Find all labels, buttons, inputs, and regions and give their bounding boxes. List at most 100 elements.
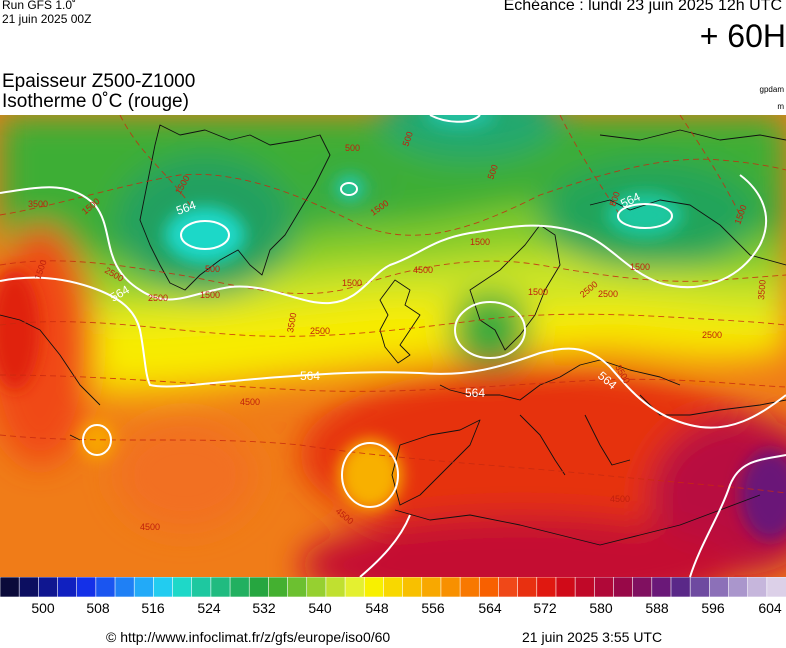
thickness-cores xyxy=(0,115,786,540)
unit-m: m xyxy=(777,102,784,111)
color-swatch xyxy=(747,577,768,597)
iso0-contour-label: 4500 xyxy=(140,522,160,532)
iso0-contour-label: 1500 xyxy=(630,262,650,272)
color-swatch xyxy=(191,577,212,597)
color-swatch xyxy=(306,577,327,597)
title-line-1: Epaisseur Z500-Z1000 xyxy=(2,71,196,92)
color-swatch xyxy=(133,577,154,597)
color-swatch xyxy=(670,577,691,597)
color-scale-tick-label: 516 xyxy=(141,600,165,616)
iso0-contour-label: 500 xyxy=(400,130,415,148)
isoline-564-ring xyxy=(341,442,399,508)
isoline-564 xyxy=(689,454,786,577)
lead-time: + 60H xyxy=(699,18,786,54)
color-scale-tick-label: 604 xyxy=(758,600,782,616)
color-swatch xyxy=(421,577,442,597)
color-swatch xyxy=(57,577,78,597)
thickness-contour-label: 564 xyxy=(300,369,320,383)
thickness-contour-label: 564 xyxy=(465,386,485,400)
color-swatch xyxy=(593,577,615,597)
color-swatch xyxy=(555,577,576,597)
iso0-contour-label: 4500 xyxy=(240,397,260,407)
color-swatch xyxy=(574,577,595,597)
title-line-2: Isotherme 0˚C (rouge) xyxy=(2,91,189,112)
color-swatch xyxy=(651,577,672,597)
color-scale-tick-label: 580 xyxy=(589,600,613,616)
color-swatch xyxy=(402,577,423,597)
isoline-564-ring xyxy=(82,424,112,456)
color-scale-tick-label: 596 xyxy=(701,600,725,616)
source-url[interactable]: © http://www.infoclimat.fr/z/gfs/europe/… xyxy=(106,629,391,645)
color-swatch xyxy=(440,577,461,597)
color-swatch xyxy=(517,577,538,597)
unit-gpdam: gpdam xyxy=(759,85,784,94)
color-scale-tick-label: 524 xyxy=(197,600,221,616)
echeance-label: Echéance : lundi 23 juin 2025 12h UTC xyxy=(503,0,782,14)
iso0-contour-label: 3500 xyxy=(285,312,298,333)
iso0-contour-label: 2500 xyxy=(310,326,330,336)
color-swatch xyxy=(38,577,59,597)
run-date: 21 juin 2025 00Z xyxy=(2,12,92,26)
color-swatch xyxy=(383,577,404,597)
color-swatch xyxy=(229,577,250,597)
isoline-564 xyxy=(0,174,768,305)
color-swatch xyxy=(536,577,557,597)
color-scale-tick-label: 532 xyxy=(252,600,276,616)
isoline-564-ring xyxy=(180,220,230,250)
iso0-contour-label: 500 xyxy=(345,143,360,153)
color-swatch xyxy=(363,577,385,597)
color-swatch xyxy=(498,577,519,597)
color-swatch xyxy=(18,577,39,597)
color-swatch xyxy=(344,577,365,597)
run-info: Run GFS 1.0˚ 21 juin 2025 00Z xyxy=(2,0,91,26)
color-scale-swatches xyxy=(0,577,786,597)
isoline-564-ring xyxy=(454,301,526,359)
color-swatch xyxy=(689,577,710,597)
color-swatch xyxy=(114,577,135,597)
iso0-contour-label: 1500 xyxy=(470,237,490,247)
color-scale-tick-label: 500 xyxy=(31,600,55,616)
iso0-contour-label: 2500 xyxy=(598,289,618,299)
iso0-contour-label: 3500 xyxy=(756,279,768,300)
iso0-contour-label: 500 xyxy=(205,264,220,274)
iso0-contour-label: 3500 xyxy=(28,199,48,209)
isoline-564-ring xyxy=(340,182,358,196)
thickness-contour-label: 564 xyxy=(174,198,198,218)
isoline-564 xyxy=(359,514,411,577)
run-label: Run GFS 1.0˚ xyxy=(2,0,77,12)
color-swatch xyxy=(210,577,231,597)
iso0-contour-label: 1500 xyxy=(200,290,220,300)
color-swatch xyxy=(0,577,20,597)
thickness-isolines xyxy=(0,115,786,577)
isoline-564 xyxy=(0,276,786,429)
color-swatch xyxy=(268,577,289,597)
coastlines xyxy=(0,124,786,546)
color-swatch xyxy=(287,577,308,597)
color-scale-tick-label: 572 xyxy=(533,600,557,616)
color-swatch xyxy=(76,577,97,597)
color-swatch xyxy=(325,577,346,597)
isoline-564-ring xyxy=(617,203,673,229)
color-swatch xyxy=(172,577,193,597)
iso0-contour-label: 2500 xyxy=(702,330,722,340)
color-swatch xyxy=(248,577,269,597)
color-swatch xyxy=(766,577,786,597)
color-swatch xyxy=(613,577,634,597)
thickness-map: 5645645645645645643500250015005001500250… xyxy=(0,115,786,577)
panel-title: Epaisseur Z500-Z1000 Isotherme 0˚C (roug… xyxy=(2,72,195,112)
color-swatch xyxy=(153,577,174,597)
color-scale-tick-label: 588 xyxy=(645,600,669,616)
color-swatch xyxy=(728,577,749,597)
color-scale-tick-label: 564 xyxy=(478,600,502,616)
iso0-contour-label: 1500 xyxy=(342,278,362,288)
iso0-contour-label: 1500 xyxy=(528,287,548,297)
iso0-isolines xyxy=(0,115,786,494)
color-scale xyxy=(0,577,786,597)
color-swatch xyxy=(709,577,730,597)
color-swatch xyxy=(459,577,480,597)
iso0-contour-label: 500 xyxy=(485,163,500,181)
color-scale-tick-label: 540 xyxy=(308,600,332,616)
iso0-contour-label: 4500 xyxy=(413,265,433,275)
iso0-contour-label: 2500 xyxy=(148,293,168,303)
color-scale-tick-label: 548 xyxy=(365,600,389,616)
